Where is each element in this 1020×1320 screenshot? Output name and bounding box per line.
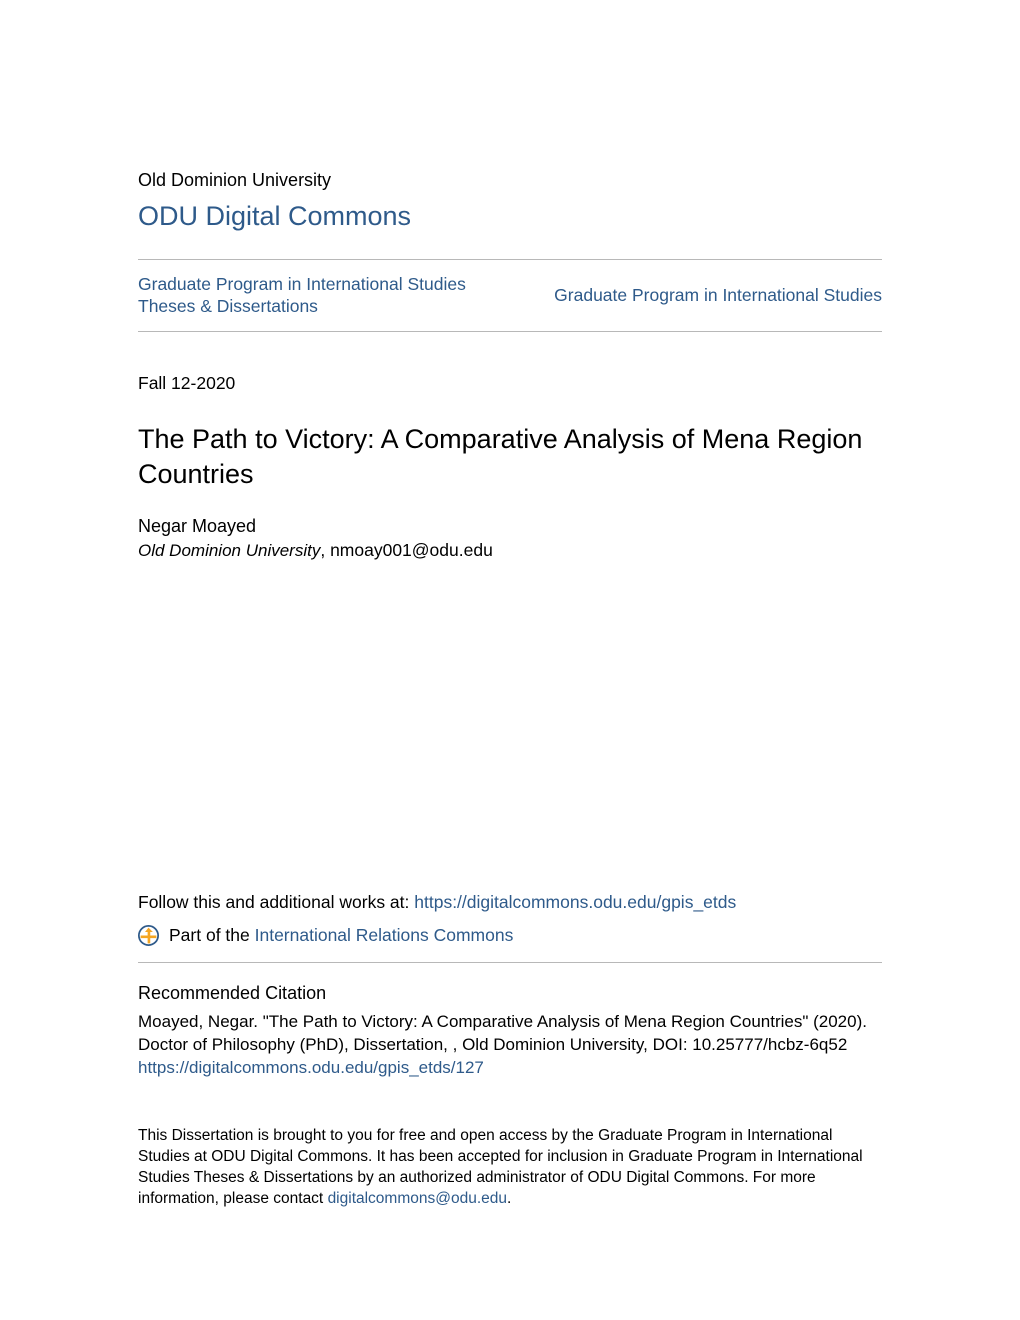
follow-link[interactable]: https://digitalcommons.odu.edu/gpis_etds <box>414 892 736 912</box>
disclaimer-suffix: . <box>507 1190 511 1207</box>
follow-works: Follow this and additional works at: htt… <box>138 891 882 915</box>
publication-date: Fall 12-2020 <box>138 372 882 396</box>
divider <box>138 331 882 332</box>
author-email: , nmoay001@odu.edu <box>320 540 492 560</box>
citation-link[interactable]: https://digitalcommons.odu.edu/gpis_etds… <box>138 1058 484 1077</box>
repository-title-link[interactable]: ODU Digital Commons <box>138 198 882 234</box>
contact-email-link[interactable]: digitalcommons@odu.edu <box>328 1190 507 1207</box>
network-commons-icon <box>138 925 159 946</box>
program-link[interactable]: Graduate Program in International Studie… <box>554 284 882 308</box>
author-name: Negar Moayed <box>138 514 882 538</box>
page-title: The Path to Victory: A Comparative Analy… <box>138 422 882 492</box>
part-of-text: Part of the International Relations Comm… <box>169 924 513 948</box>
part-of-link[interactable]: International Relations Commons <box>255 925 514 945</box>
part-of-row: Part of the International Relations Comm… <box>138 924 882 948</box>
affiliation-institution: Old Dominion University <box>138 541 320 560</box>
disclaimer-text: This Dissertation is brought to you for … <box>138 1126 882 1210</box>
collection-link[interactable]: Graduate Program in International Studie… <box>138 274 478 318</box>
recommended-citation-heading: Recommended Citation <box>138 981 882 1005</box>
divider <box>138 962 882 963</box>
breadcrumb-nav: Graduate Program in International Studie… <box>138 260 882 332</box>
citation-text: Moayed, Negar. "The Path to Victory: A C… <box>138 1012 867 1054</box>
spacer <box>138 563 882 891</box>
author-affiliation: Old Dominion University, nmoay001@odu.ed… <box>138 539 882 563</box>
spacer <box>138 1080 882 1126</box>
follow-prefix: Follow this and additional works at: <box>138 892 414 912</box>
part-of-prefix: Part of the <box>169 925 255 945</box>
institution-name: Old Dominion University <box>138 168 882 192</box>
citation-block: Moayed, Negar. "The Path to Victory: A C… <box>138 1011 882 1080</box>
